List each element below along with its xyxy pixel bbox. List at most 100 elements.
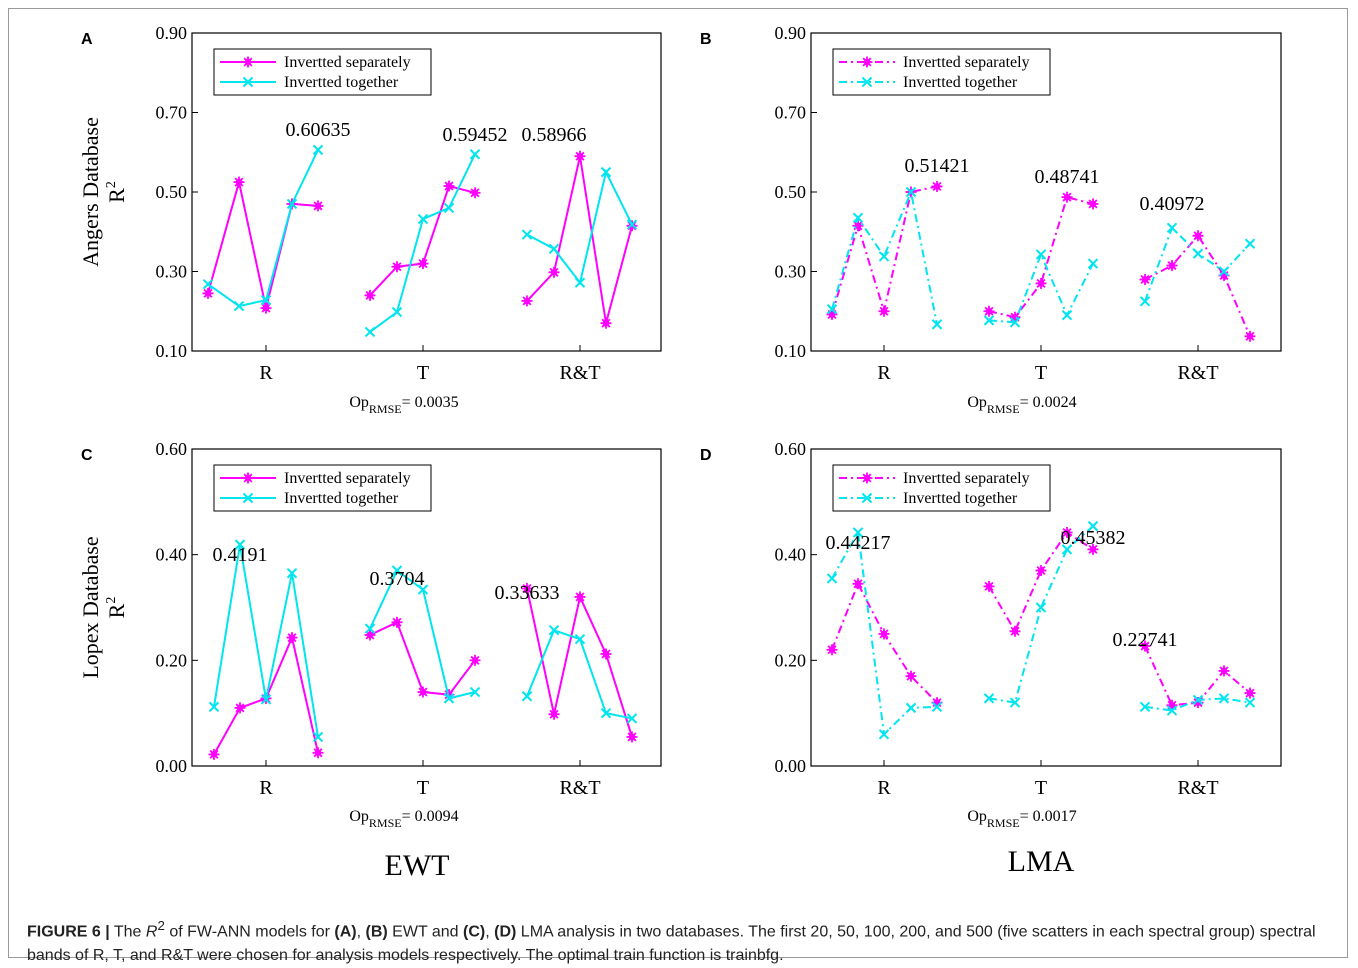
chart-panel-c: C 0.00 0.20 0.40 0.60 Lopex Database R2 R T R&T 0.… <box>78 439 662 830</box>
data-point-together <box>286 567 298 579</box>
y-tick-label: 0.00 <box>775 756 807 776</box>
y-tick-label: 0.90 <box>775 23 807 43</box>
data-point-together <box>1244 238 1256 249</box>
y-tick-label: 0.70 <box>156 103 188 123</box>
data-point-together <box>852 212 864 224</box>
data-point-together <box>1244 697 1256 708</box>
y-tick-label: 0.50 <box>775 182 807 202</box>
legend: Invertted separately Invertted together <box>832 464 1051 512</box>
data-point-separately <box>1087 198 1099 210</box>
data-point-together <box>417 584 429 595</box>
caption-r-symbol: R <box>145 923 158 941</box>
legend-label-separately: Invertted separately <box>284 470 411 487</box>
data-point-together <box>931 319 943 330</box>
y-tick-label: 0.40 <box>156 545 188 565</box>
caption-r-sup: 2 <box>157 918 165 933</box>
y-axis-label-r: R2 <box>104 181 129 203</box>
y-tick-label: 0.30 <box>156 262 188 282</box>
y-tick-label: 0.60 <box>775 439 807 459</box>
data-point-separately <box>1035 277 1047 289</box>
data-point-together <box>600 707 612 719</box>
max-value-annotation: 0.22741 <box>1113 629 1178 651</box>
category-label: T <box>417 777 429 799</box>
data-point-together <box>983 693 995 704</box>
series-line-together <box>988 251 1094 324</box>
legend-label-together: Invertted together <box>903 74 1018 91</box>
series-line-together <box>207 149 319 308</box>
category-label: R <box>877 362 891 384</box>
op-rmse-label: OpRMSE= 0.0024 <box>967 394 1076 416</box>
data-point-together <box>443 202 455 214</box>
category-label: T <box>1035 362 1047 384</box>
y-tick-label: 0.00 <box>156 756 188 776</box>
legend-marker-together <box>242 76 254 88</box>
data-point-separately <box>1061 191 1073 203</box>
series-line-separately <box>526 156 633 324</box>
series-line-separately <box>369 184 476 297</box>
data-point-separately <box>1244 330 1256 342</box>
data-point-separately <box>521 582 533 594</box>
y-tick-label: 0.20 <box>156 650 188 670</box>
data-point-separately <box>1009 625 1021 637</box>
legend-box <box>832 48 1051 96</box>
data-point-together <box>364 623 376 634</box>
data-point-together <box>574 633 586 645</box>
data-point-separately <box>852 578 864 590</box>
max-value-annotation: 0.58966 <box>522 124 587 146</box>
data-point-together <box>1035 249 1047 260</box>
y-axis-label: Lopex Database <box>78 536 103 678</box>
data-point-separately <box>931 180 943 192</box>
data-point-together <box>521 691 533 702</box>
legend-marker-together <box>242 492 254 504</box>
data-point-separately <box>443 180 455 192</box>
data-point-together <box>1009 697 1021 708</box>
data-point-together <box>878 729 890 740</box>
legend-label-together: Invertted together <box>284 490 399 507</box>
data-point-separately <box>208 748 220 760</box>
category-label: R <box>259 777 273 799</box>
data-point-together <box>234 539 246 550</box>
caption-text-3: , <box>356 923 366 941</box>
data-point-together <box>1061 544 1073 555</box>
data-point-together <box>826 573 838 584</box>
y-tick-label: 0.10 <box>156 341 188 361</box>
data-point-separately <box>548 266 560 278</box>
data-point-together <box>312 144 324 156</box>
y-axis-label: Angers Database <box>78 117 103 267</box>
series-line-separately <box>1144 234 1251 337</box>
op-rmse-label: OpRMSE= 0.0094 <box>349 808 458 830</box>
series-line-together <box>988 525 1094 704</box>
data-point-separately <box>1061 526 1073 538</box>
data-point-together <box>469 686 481 698</box>
data-point-together <box>826 304 838 315</box>
data-point-together <box>233 300 245 312</box>
data-point-together <box>391 306 403 318</box>
data-point-together <box>1166 705 1178 716</box>
data-point-together <box>626 219 638 230</box>
data-point-separately <box>878 628 890 640</box>
series-line-together <box>369 153 476 333</box>
panel-label: D <box>700 447 712 464</box>
max-value-annotation: 0.40972 <box>1140 193 1205 215</box>
series-line-together <box>213 544 319 738</box>
data-point-separately <box>469 187 481 199</box>
max-value-annotation: 0.3704 <box>370 568 425 590</box>
data-point-separately <box>1035 565 1047 577</box>
data-point-together <box>469 149 481 160</box>
data-point-separately <box>626 731 638 743</box>
y-tick-label: 0.40 <box>775 545 807 565</box>
legend-marker-together <box>861 492 873 504</box>
data-point-separately <box>1218 665 1230 677</box>
op-rmse-label: OpRMSE= 0.0017 <box>967 808 1076 830</box>
bottom-label-left: EWT <box>385 849 450 882</box>
data-point-together <box>202 279 214 290</box>
data-point-together <box>852 527 864 538</box>
figure-canvas: EWT LMA A 0.10 0.30 0.50 0.70 0.90 Angers Data… <box>78 23 1282 882</box>
data-point-together <box>521 229 533 240</box>
data-point-together <box>1218 266 1230 277</box>
data-point-separately <box>469 654 481 666</box>
series-line-separately <box>988 195 1094 319</box>
data-point-separately <box>521 295 533 307</box>
y-tick-label: 0.10 <box>775 341 807 361</box>
data-point-together <box>574 277 586 288</box>
